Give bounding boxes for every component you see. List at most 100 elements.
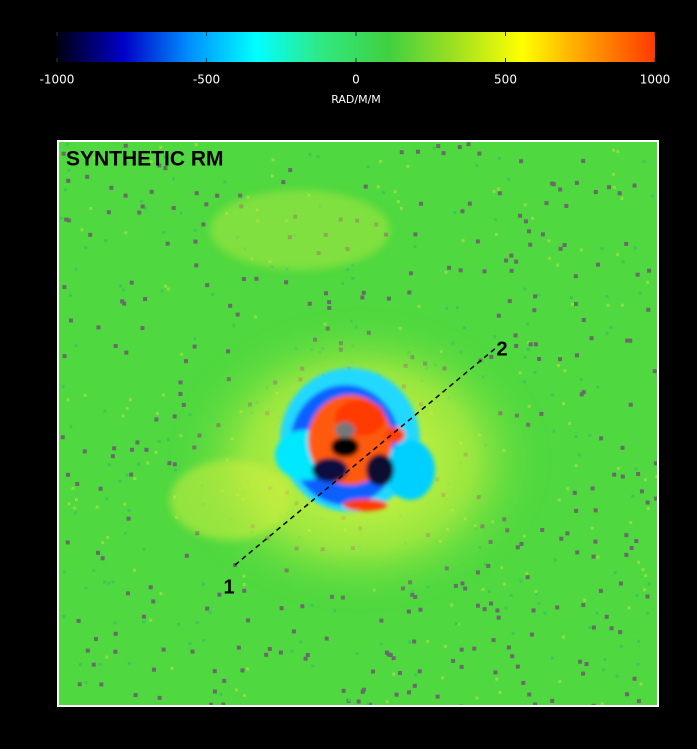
speck xyxy=(574,509,578,513)
speck xyxy=(510,269,514,273)
speck xyxy=(96,325,100,329)
speck xyxy=(636,663,639,666)
speck xyxy=(134,693,138,697)
speck xyxy=(523,288,526,291)
speck xyxy=(130,448,134,452)
speck xyxy=(527,693,531,697)
speck xyxy=(583,599,586,602)
speck xyxy=(124,532,127,535)
speck xyxy=(580,378,583,381)
speck xyxy=(288,168,292,172)
speck xyxy=(617,467,620,470)
speck xyxy=(621,304,624,307)
speck xyxy=(284,280,288,284)
speck xyxy=(453,211,456,214)
speck xyxy=(620,645,623,648)
speck xyxy=(66,540,70,544)
speck xyxy=(575,464,578,467)
speck xyxy=(413,245,416,248)
speck xyxy=(547,239,550,242)
speck xyxy=(575,353,579,357)
tick-label: 1000 xyxy=(640,73,671,87)
speck xyxy=(105,497,108,500)
speck xyxy=(308,302,312,306)
speck xyxy=(387,652,391,656)
speck xyxy=(510,654,514,658)
speck xyxy=(602,668,605,671)
speck xyxy=(342,689,346,693)
speck xyxy=(327,306,331,310)
speck xyxy=(357,700,361,704)
speck xyxy=(591,527,594,530)
speck xyxy=(103,581,106,584)
speck xyxy=(308,153,311,156)
speck xyxy=(450,604,453,607)
speck xyxy=(646,612,649,615)
speck xyxy=(527,229,531,233)
speck xyxy=(507,645,511,649)
speck xyxy=(445,271,448,274)
speck xyxy=(394,190,397,193)
speck xyxy=(126,407,129,410)
speck xyxy=(133,477,136,480)
speck xyxy=(161,290,164,293)
speck xyxy=(414,674,417,677)
speck xyxy=(89,207,92,210)
speck xyxy=(612,173,615,176)
speck xyxy=(140,326,144,330)
speck xyxy=(66,473,70,477)
speck xyxy=(351,264,354,267)
speck xyxy=(149,585,153,589)
speck xyxy=(88,233,92,237)
speck xyxy=(107,582,110,585)
speck xyxy=(299,640,302,643)
speck xyxy=(631,495,634,498)
speck xyxy=(154,417,158,421)
speck xyxy=(565,531,569,535)
speck xyxy=(633,184,637,188)
speck xyxy=(172,206,176,210)
speck xyxy=(462,239,465,242)
speck xyxy=(209,611,212,614)
speck xyxy=(640,489,644,493)
speck xyxy=(459,268,463,272)
speck xyxy=(558,498,561,501)
speck xyxy=(648,583,651,586)
speck xyxy=(246,618,250,622)
speck xyxy=(524,203,527,206)
speck xyxy=(418,669,422,673)
speck xyxy=(60,217,63,220)
speck xyxy=(62,385,65,388)
speck xyxy=(364,185,368,189)
speck xyxy=(85,175,89,179)
speck xyxy=(279,651,283,655)
speck xyxy=(526,575,530,579)
speck xyxy=(653,369,657,373)
speck xyxy=(596,556,599,559)
speck xyxy=(463,586,467,590)
speck xyxy=(519,371,522,374)
speck xyxy=(74,511,77,514)
speck xyxy=(635,468,638,471)
speck xyxy=(292,629,296,633)
speck xyxy=(114,621,117,624)
speck xyxy=(84,681,87,684)
speck xyxy=(595,612,598,615)
speck xyxy=(616,675,619,678)
speck xyxy=(643,588,646,591)
speck xyxy=(593,540,597,544)
speck xyxy=(246,667,249,670)
speck xyxy=(619,582,623,586)
speck xyxy=(400,207,403,210)
speck xyxy=(78,682,82,686)
speck xyxy=(362,291,366,295)
speck xyxy=(562,635,565,638)
speck xyxy=(133,569,136,572)
speck xyxy=(498,691,501,694)
speck xyxy=(74,344,77,347)
speck xyxy=(392,673,395,676)
speck xyxy=(541,232,545,236)
speck xyxy=(406,165,409,168)
speck xyxy=(516,545,520,549)
speck xyxy=(497,188,500,191)
